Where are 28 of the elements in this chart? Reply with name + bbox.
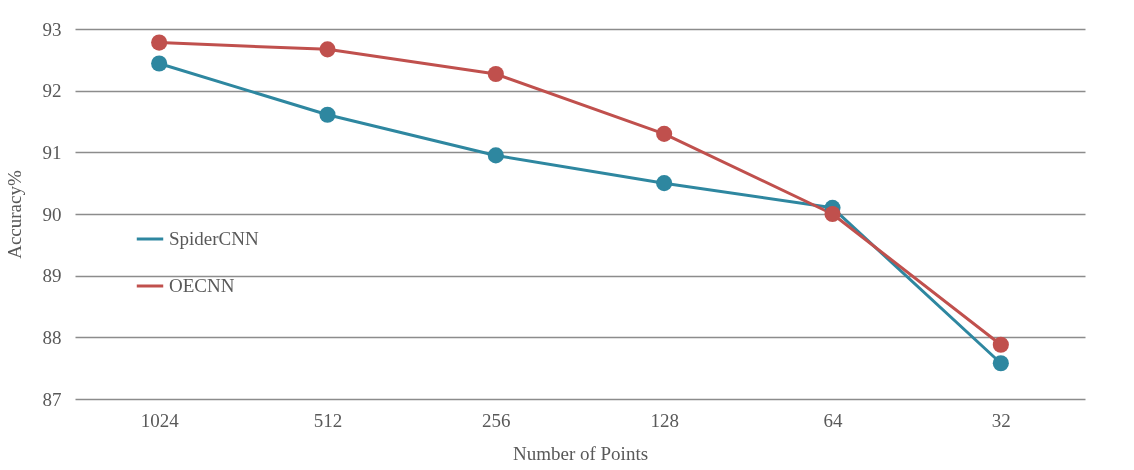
y-tick-label: 91 xyxy=(42,141,62,163)
point xyxy=(487,65,504,83)
y-tick-label: 93 xyxy=(42,18,62,40)
y-axis-title: Accuracy% xyxy=(3,170,25,259)
x-tick-label: 1024 xyxy=(140,409,180,431)
point xyxy=(656,125,673,142)
y-tick-label: 87 xyxy=(42,388,62,410)
legend-label: OECNN xyxy=(169,275,235,296)
x-axis-title: Number of Points xyxy=(512,442,649,464)
point xyxy=(319,106,336,123)
x-tick-label: 32 xyxy=(991,409,1011,431)
y-tick-label: 92 xyxy=(42,80,62,102)
x-tick-label: 64 xyxy=(823,409,843,431)
x-tick-label: 128 xyxy=(650,409,679,431)
x-tick-label: 256 xyxy=(482,409,511,431)
y-tick-label: 90 xyxy=(42,203,62,225)
y-tick-label: 89 xyxy=(42,265,62,287)
point xyxy=(151,55,168,72)
point xyxy=(487,147,504,164)
point xyxy=(992,355,1009,372)
point xyxy=(656,175,673,192)
point xyxy=(151,34,168,51)
point xyxy=(319,41,336,58)
point xyxy=(824,205,841,223)
point xyxy=(992,336,1009,353)
legend-label: SpiderCNN xyxy=(169,228,259,249)
y-tick-label: 88 xyxy=(42,326,62,348)
x-tick-label: 512 xyxy=(313,409,343,431)
